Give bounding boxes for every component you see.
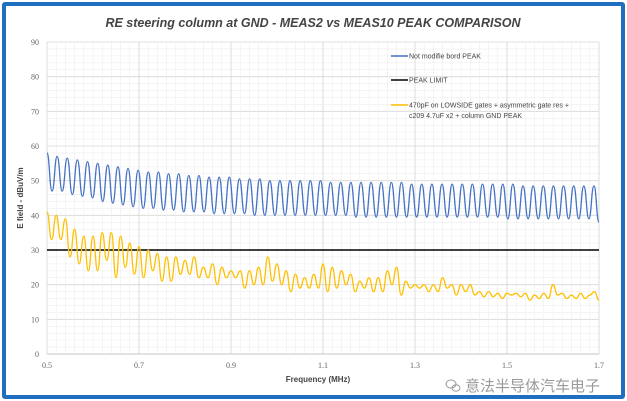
- legend-label: Not modifie bord PEAK: [409, 54, 481, 61]
- x-tick-label: 0.7: [134, 361, 144, 370]
- series-line-modified-peak: [46, 211, 600, 301]
- series-line-not-modified-board-peak: [46, 152, 600, 223]
- x-tick-label: 1.1: [318, 361, 328, 370]
- watermark-text: 意法半导体汽车电子: [465, 377, 600, 395]
- series-lines: [46, 152, 600, 301]
- legend-label: c209 4.7uF x2 + column GND PEAK: [409, 113, 522, 120]
- x-axis-label: Frequency (MHz): [286, 375, 351, 384]
- y-tick-label: 20: [31, 281, 39, 290]
- y-tick-label: 80: [31, 73, 39, 82]
- watermark: 意法半导体汽车电子: [445, 377, 600, 395]
- legend: Not modifie bord PEAK PEAK LIMIT 470pF o…: [391, 54, 569, 120]
- y-tick-label: 40: [31, 211, 39, 220]
- y-tick-label: 70: [31, 107, 39, 116]
- y-tick-label: 10: [31, 315, 39, 324]
- x-tick-label: 1.5: [502, 361, 512, 370]
- x-tick-label: 0.5: [42, 361, 52, 370]
- chart-title: RE steering column at GND - MEAS2 vs MEA…: [105, 16, 521, 30]
- y-tick-label: 90: [31, 38, 39, 47]
- legend-label: 470pF on LOWSIDE gates + asymmetric gate…: [409, 103, 569, 110]
- wechat-icon: [445, 379, 461, 392]
- x-tick-labels: 0.5 0.7 0.9 1.1 1.3 1.5 1.7: [42, 361, 604, 370]
- x-tick-label: 1.7: [594, 361, 604, 370]
- gridlines: [46, 41, 600, 355]
- y-tick-label: 30: [31, 246, 39, 255]
- y-axis-label: E field - dBuV/m: [16, 167, 25, 228]
- legend-label: PEAK LIMIT: [409, 78, 448, 85]
- x-tick-label: 1.3: [410, 361, 420, 370]
- y-tick-label: 0: [35, 350, 39, 359]
- y-tick-label: 50: [31, 177, 39, 186]
- x-tick-label: 0.9: [226, 361, 236, 370]
- y-tick-labels: 0 10 20 30 40 50 60 70 80 90: [31, 38, 39, 359]
- y-tick-label: 60: [31, 142, 39, 151]
